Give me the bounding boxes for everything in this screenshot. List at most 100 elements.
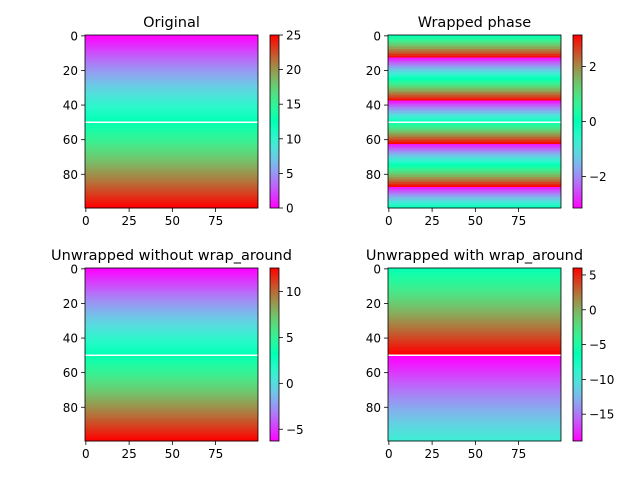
heatmap-row: [85, 394, 258, 397]
heatmap-row: [388, 427, 561, 430]
heatmap-row: [388, 402, 561, 406]
heatmap-row: [85, 314, 258, 317]
heatmap-row: [85, 147, 258, 150]
heatmap-row: [85, 373, 258, 376]
heatmap-row: [388, 380, 561, 383]
heatmap-row: [388, 126, 561, 129]
colorbar-tick-label: 2: [589, 60, 597, 74]
heatmap-row: [388, 342, 561, 345]
heatmap-row: [85, 325, 258, 328]
heatmap-row: [85, 102, 258, 105]
heatmap-row: [388, 176, 561, 179]
heatmap-row: [85, 38, 258, 41]
heatmap-row: [85, 420, 258, 423]
heatmap-row: [85, 118, 258, 121]
heatmap-row: [388, 434, 561, 437]
heatmap-row: [388, 283, 561, 286]
heatmap-row: [85, 385, 258, 388]
heatmap-row: [388, 312, 561, 316]
heatmap-row: [388, 366, 561, 369]
y-tick-label: 20: [63, 64, 78, 78]
heatmap-row: [388, 62, 561, 65]
heatmap-row: [85, 428, 258, 431]
heatmap-row: [85, 36, 258, 39]
heatmap-row: [85, 389, 258, 392]
heatmap-row: [388, 333, 561, 336]
heatmap-row: [388, 41, 561, 44]
heatmap-row: [85, 375, 258, 378]
heatmap-row: [388, 416, 561, 419]
heatmap-row: [85, 287, 258, 290]
heatmap-row: [85, 390, 258, 393]
heatmap-row: [85, 59, 258, 62]
heatmap-row: [85, 427, 258, 430]
heatmap-row: [85, 349, 258, 352]
heatmap-row: [85, 111, 258, 114]
heatmap-row: [85, 413, 258, 416]
heatmap-row: [85, 140, 258, 143]
heatmap-row: [85, 378, 258, 381]
heatmap-row: [85, 35, 258, 38]
heatmap-row: [85, 116, 258, 119]
heatmap-row: [388, 204, 561, 207]
heatmap-row: [388, 180, 561, 183]
heatmap-row: [85, 288, 258, 291]
heatmap-row: [85, 154, 258, 157]
heatmap-row: [388, 109, 561, 112]
heatmap-row: [85, 104, 258, 107]
heatmap-row: [388, 340, 561, 343]
subplot-title: Wrapped phase: [418, 15, 532, 31]
heatmap-row: [388, 149, 561, 152]
subplot-2: Wrapped phase 0 25 50 75 0 20 40 60 80 −2 0 2: [366, 15, 607, 228]
heatmap-row: [85, 69, 258, 72]
heatmap-row: [388, 133, 561, 136]
heatmap-row: [388, 268, 561, 271]
heatmap-row: [388, 292, 561, 295]
heatmap-row: [85, 180, 258, 183]
subplot-title: Original: [143, 15, 200, 31]
y-tick-label: 80: [366, 401, 381, 415]
heatmap-row: [388, 349, 561, 352]
heatmap-row: [85, 418, 258, 421]
heatmap-row: [388, 357, 561, 361]
axes-frame: [387, 34, 562, 209]
y-tick-label: 40: [366, 332, 381, 346]
heatmap-row: [85, 411, 258, 414]
heatmap-row: [388, 439, 561, 442]
heatmap-row: [388, 78, 561, 81]
heatmap-row: [85, 206, 258, 209]
heatmap-row: [85, 74, 258, 77]
heatmap-row: [388, 330, 561, 333]
colorbar-tick-label: −2: [589, 170, 607, 184]
heatmap-row: [85, 202, 258, 205]
heatmap-row: [388, 425, 561, 428]
heatmap-row: [388, 378, 561, 381]
heatmap-row: [85, 150, 258, 153]
heatmap-row: [388, 328, 561, 331]
heatmap-row: [85, 425, 258, 428]
heatmap-row: [388, 64, 561, 67]
heatmap-row: [85, 64, 258, 67]
heatmap-row: [388, 95, 561, 98]
heatmap-row: [388, 406, 561, 409]
heatmap-row: [85, 397, 258, 400]
heatmap-row: [388, 373, 561, 376]
y-tick-label: 40: [63, 99, 78, 113]
heatmap-row: [85, 197, 258, 200]
heatmap-row: [85, 109, 258, 112]
colorbar: 0 5 10 15 20 25: [269, 29, 301, 216]
heatmap-row: [388, 54, 561, 57]
heatmap-row: [85, 409, 258, 412]
heatmap-row: [388, 140, 561, 143]
heatmap-row: [85, 99, 258, 102]
heatmap-row: [388, 35, 561, 38]
heatmap-row: [85, 311, 258, 314]
heatmap-row: [85, 131, 258, 134]
heatmap-row: [85, 143, 258, 147]
heatmap-row: [85, 304, 258, 307]
heatmap-row: [85, 357, 258, 361]
heatmap-row: [388, 376, 561, 380]
heatmap-row: [85, 396, 258, 399]
heatmap-row: [388, 128, 561, 131]
